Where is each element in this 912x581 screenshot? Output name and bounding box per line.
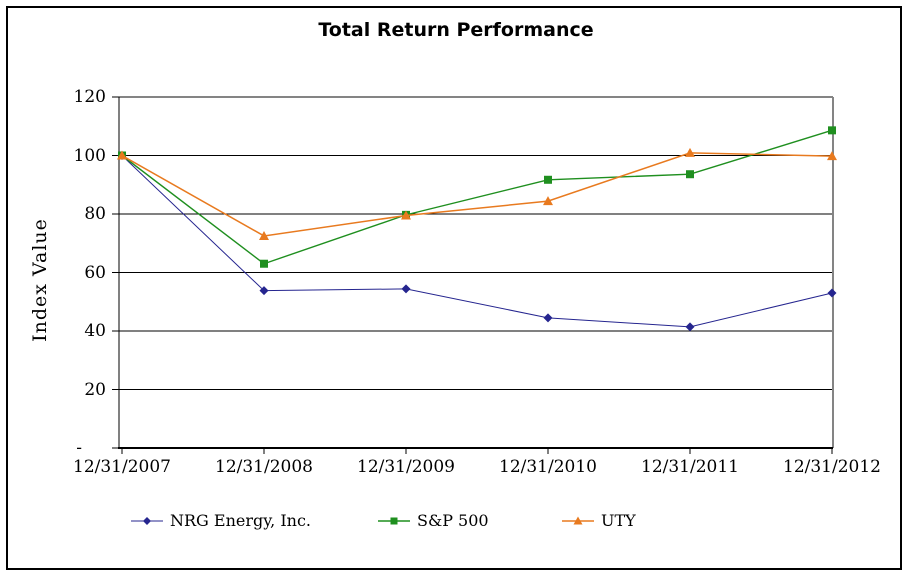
data-point-triangle bbox=[401, 210, 411, 220]
series-line bbox=[121, 152, 833, 237]
x-tick-label: 12/31/2012 bbox=[783, 457, 881, 477]
data-point-square bbox=[828, 126, 836, 135]
data-point-diamond bbox=[543, 313, 553, 323]
data-point-diamond bbox=[401, 284, 411, 294]
data-point-diamond bbox=[143, 517, 151, 525]
series-nrg-energy-inc bbox=[117, 151, 837, 332]
chart-frame bbox=[6, 6, 902, 570]
data-point-triangle bbox=[685, 147, 695, 157]
y-tick-label: 120 bbox=[73, 87, 106, 107]
chart-title: Total Return Performance bbox=[318, 19, 594, 41]
data-point-triangle bbox=[543, 196, 553, 206]
data-point-square bbox=[686, 170, 694, 179]
series-line bbox=[121, 155, 833, 328]
data-point-triangle bbox=[259, 230, 269, 240]
series-line bbox=[121, 129, 833, 265]
legend-label: UTY bbox=[601, 511, 636, 530]
x-tick-label: 12/31/2008 bbox=[215, 457, 313, 477]
y-tick-label: 60 bbox=[84, 262, 106, 283]
data-point-square bbox=[260, 259, 268, 268]
series-uty bbox=[117, 147, 837, 240]
x-tick-label: 12/31/2010 bbox=[499, 457, 597, 477]
x-tick-label: 12/31/2009 bbox=[357, 457, 455, 477]
y-tick-label: 40 bbox=[84, 321, 106, 341]
legend-item: UTY bbox=[562, 511, 636, 531]
data-point-triangle bbox=[117, 150, 127, 160]
data-point-triangle bbox=[573, 516, 583, 525]
data-point-diamond bbox=[827, 288, 837, 298]
legend-item: NRG Energy, Inc. bbox=[131, 511, 311, 531]
y-tick-label: 80 bbox=[84, 204, 106, 224]
data-point-triangle bbox=[827, 151, 837, 161]
data-point-square bbox=[390, 517, 398, 525]
legend-label: NRG Energy, Inc. bbox=[170, 511, 312, 530]
data-point-square bbox=[544, 175, 552, 184]
legend-marker-diamond bbox=[131, 517, 163, 525]
legend-item: S&P 500 bbox=[378, 511, 489, 531]
data-point-diamond bbox=[685, 322, 695, 332]
y-tick-label: 20 bbox=[84, 379, 106, 400]
legend-marker-triangle bbox=[562, 516, 594, 525]
legend-label: S&P 500 bbox=[417, 511, 489, 530]
legend-marker-square bbox=[378, 517, 410, 525]
data-point-diamond bbox=[259, 286, 269, 296]
series-s-p-500 bbox=[118, 126, 836, 268]
y-tick-label: 100 bbox=[73, 145, 106, 166]
y-tick-label: - bbox=[76, 438, 82, 458]
x-tick-label: 12/31/2007 bbox=[73, 457, 171, 477]
x-tick-label: 12/31/2011 bbox=[641, 457, 739, 477]
